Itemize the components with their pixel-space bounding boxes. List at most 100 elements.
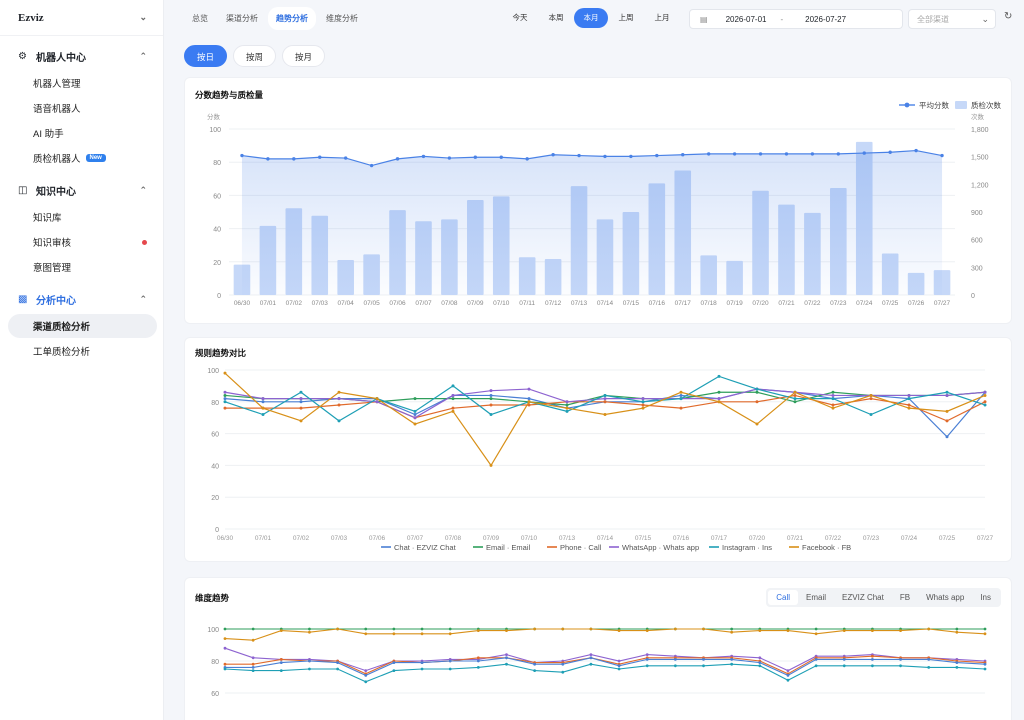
- nav-group-label: 知识中心: [36, 186, 76, 198]
- y-tick-label-right: 600: [971, 238, 983, 245]
- dim-tab-fb[interactable]: FB: [899, 593, 911, 602]
- series-point: [451, 406, 455, 410]
- sidebar-item-channel-qa-analysis[interactable]: 渠道质检分析: [8, 314, 157, 338]
- tab-dimension-analysis[interactable]: 维度分析: [326, 13, 358, 23]
- dim-tab-whats-app[interactable]: Whats app: [926, 593, 965, 602]
- x-tick-label: 07/12: [545, 300, 562, 307]
- series-point: [617, 659, 621, 663]
- x-tick-label: 07/20: [749, 535, 766, 542]
- sidebar-item-voice-robot[interactable]: 语音机器人: [8, 96, 157, 120]
- avg-score-point: [758, 152, 763, 156]
- period-last-month[interactable]: 上月: [654, 13, 670, 22]
- period-this-week[interactable]: 本周: [548, 13, 564, 22]
- refresh-icon[interactable]: ↻: [1004, 11, 1013, 22]
- chevron-down-icon[interactable]: ⌄: [139, 12, 147, 22]
- series-point: [679, 393, 683, 397]
- period-this-month[interactable]: 本月: [574, 8, 608, 28]
- series-point: [375, 397, 379, 401]
- dim-tab-ins[interactable]: Ins: [980, 593, 991, 602]
- series-point: [337, 403, 341, 407]
- nav-group-analytics-center[interactable]: ▩ 分析中心 ⌃: [0, 285, 163, 313]
- y-tick-label-right: 300: [971, 265, 983, 272]
- tab-trend-analysis[interactable]: 趋势分析: [268, 6, 316, 30]
- tab-channel-analysis[interactable]: 渠道分析: [226, 13, 258, 23]
- series-point: [279, 658, 283, 661]
- series-point: [702, 658, 705, 661]
- channel-select[interactable]: 全部渠道 ⌄: [908, 9, 996, 29]
- x-tick-label: 07/15: [635, 535, 652, 542]
- y-tick-label-left: 100: [209, 127, 221, 134]
- series-point: [645, 653, 649, 656]
- series-point: [927, 627, 931, 631]
- avg-score-point: [551, 153, 555, 157]
- sidebar-item-ai-assistant[interactable]: AI 助手: [8, 121, 157, 145]
- avg-score-point: [810, 152, 815, 156]
- brand-header[interactable]: Ezviz ⌄: [0, 0, 163, 36]
- series-point: [364, 674, 368, 677]
- sidebar-item-knowledge-review[interactable]: 知识审核: [8, 230, 157, 254]
- x-tick-label: 07/07: [415, 300, 432, 307]
- nav-group-robot-center[interactable]: ⚙ 机器人中心 ⌃: [0, 42, 163, 70]
- x-tick-label: 07/22: [825, 535, 842, 542]
- series-point: [413, 413, 417, 417]
- series-point: [831, 406, 835, 410]
- avg-score-point: [706, 152, 711, 156]
- nav-group-knowledge-center[interactable]: ◫ 知识中心 ⌃: [0, 176, 163, 204]
- series-point: [945, 390, 949, 394]
- dim-tab-email[interactable]: Email: [806, 593, 827, 602]
- series-point: [364, 669, 368, 672]
- date-range-picker[interactable]: ▤ 2026-07-01 - 2026-07-27: [689, 9, 903, 29]
- series-point: [505, 656, 508, 660]
- y-tick-label-right: 1,200: [971, 182, 989, 189]
- series-point: [786, 674, 790, 677]
- series-point: [505, 653, 508, 656]
- chart-title: 分数趋势与质检量: [195, 90, 264, 100]
- x-tick-label: 07/19: [726, 300, 743, 307]
- series-point: [420, 667, 424, 671]
- series-point: [983, 400, 987, 404]
- nav-group-label: 机器人中心: [36, 52, 86, 64]
- date-end[interactable]: 2026-07-27: [805, 14, 847, 24]
- sidebar-item-knowledge-base[interactable]: 知识库: [8, 205, 157, 229]
- series-point: [814, 658, 818, 661]
- x-tick-label: 07/18: [701, 300, 718, 307]
- period-today[interactable]: 今天: [512, 13, 528, 22]
- tab-by-day[interactable]: 按日: [184, 45, 228, 67]
- series-point: [489, 413, 493, 417]
- series-point: [755, 400, 759, 404]
- dim-tab-ezviz-chat[interactable]: EZVIZ Chat: [842, 593, 884, 602]
- series-point: [451, 397, 455, 401]
- y-tick-label-left: 40: [213, 227, 221, 234]
- tab-overview[interactable]: 总览: [192, 13, 208, 23]
- dim-tab-call[interactable]: Call: [768, 590, 799, 605]
- x-tick-label: 07/03: [331, 535, 348, 542]
- tab-by-month[interactable]: 按月: [282, 45, 326, 67]
- sidebar-item-qa-robot[interactable]: 质检机器人 New: [8, 146, 157, 170]
- chevron-up-icon[interactable]: ⌃: [139, 293, 147, 304]
- y-tick-label: 80: [211, 400, 219, 407]
- chevron-up-icon[interactable]: ⌃: [139, 50, 147, 61]
- series-point: [451, 409, 455, 413]
- period-last-week[interactable]: 上周: [618, 13, 634, 22]
- series-point: [730, 658, 734, 661]
- sidebar-item-ticket-qa-analysis[interactable]: 工单质检分析: [8, 339, 157, 363]
- series-point: [814, 664, 818, 668]
- series-point: [907, 397, 911, 401]
- avg-score-point: [499, 155, 503, 159]
- sidebar-item-robot-management[interactable]: 机器人管理: [8, 71, 157, 95]
- legend-line-dot: [904, 102, 910, 108]
- series-point: [337, 397, 341, 401]
- series-point: [786, 669, 790, 672]
- series-point: [565, 400, 569, 404]
- series-point: [308, 659, 311, 663]
- date-start[interactable]: 2026-07-01: [725, 14, 767, 24]
- series-point: [755, 387, 759, 391]
- y-tick-label-right: 1,500: [971, 155, 989, 162]
- series-point: [814, 627, 818, 631]
- sidebar-item-intent-management[interactable]: 意图管理: [8, 255, 157, 279]
- chevron-up-icon[interactable]: ⌃: [139, 184, 147, 195]
- series-point: [223, 393, 227, 397]
- series-point: [299, 390, 303, 394]
- tab-by-week[interactable]: 按周: [233, 45, 277, 67]
- x-tick-label: 07/01: [260, 300, 277, 307]
